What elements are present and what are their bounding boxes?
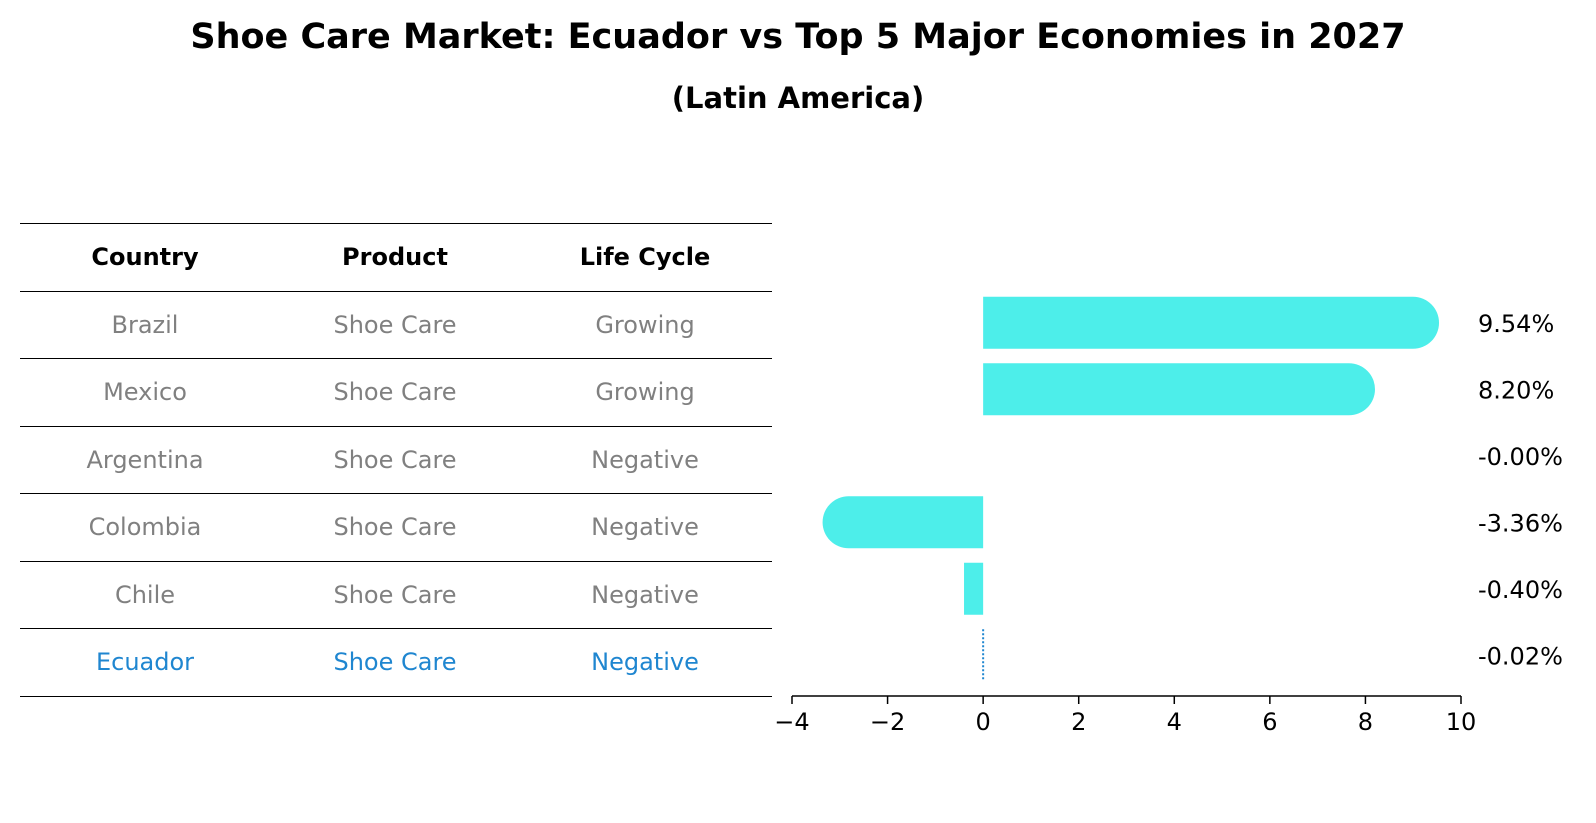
x-tick-label: 6 (1262, 708, 1277, 736)
cell-product: Shoe Care (333, 513, 457, 541)
cell-product: Shoe Care (333, 310, 457, 339)
table-row: Argentina Shoe Care Negative (20, 425, 772, 494)
bar-colombia (822, 496, 984, 549)
value-label-chile: -0.40% (1478, 576, 1563, 604)
value-label-mexico: 8.20% (1478, 376, 1554, 404)
chart-title: Shoe Care Market: Ecuador vs Top 5 Major… (190, 17, 1406, 57)
cell-country: Chile (114, 580, 176, 609)
table-header-row: Country Product Life Cycle (20, 223, 772, 291)
header-life-cycle: Life Cycle (579, 243, 711, 271)
bar-mexico (983, 363, 1375, 416)
bar-brazil (983, 296, 1440, 349)
value-label-argentina: -0.00% (1478, 443, 1563, 471)
bar-chile (964, 562, 984, 615)
x-tick-label: 2 (1071, 708, 1086, 736)
x-tick-label: 8 (1358, 708, 1373, 736)
table-row: Colombia Shoe Care Negative (20, 493, 772, 561)
chart-subtitle: (Latin America) (671, 81, 925, 115)
cell-country: Colombia (88, 513, 202, 541)
table-row: Mexico Shoe Care Growing (20, 358, 772, 426)
header-country: Country (91, 243, 199, 271)
cell-product: Shoe Care (333, 648, 457, 676)
cell-product: Shoe Care (333, 445, 457, 474)
x-tick-label: 4 (1167, 708, 1182, 736)
x-tick-label: −2 (870, 708, 905, 736)
cell-life-cycle: Negative (591, 513, 699, 541)
cell-country: Mexico (103, 378, 187, 406)
cell-country: Brazil (111, 310, 179, 339)
cell-life-cycle: Negative (591, 445, 699, 474)
table-row: Brazil Shoe Care Growing (20, 290, 772, 359)
cell-product: Shoe Care (333, 580, 457, 609)
cell-life-cycle: Negative (591, 648, 699, 676)
value-label-colombia: -3.36% (1478, 509, 1563, 537)
value-label-brazil: 9.54% (1478, 310, 1554, 338)
cell-life-cycle: Growing (595, 378, 695, 406)
table-row: Chile Shoe Care Negative (20, 560, 772, 629)
cell-life-cycle: Negative (591, 580, 699, 609)
table-row-highlighted: Ecuador Shoe Care Negative (20, 628, 772, 697)
cell-country: Argentina (86, 445, 204, 474)
cell-country: Ecuador (95, 648, 195, 676)
cell-product: Shoe Care (333, 378, 457, 406)
x-tick-label: 10 (1446, 708, 1477, 736)
value-label-ecuador: -0.02% (1478, 642, 1563, 670)
cell-life-cycle: Growing (595, 310, 695, 339)
x-tick-label: 0 (976, 708, 991, 736)
data-table: Country Product Life Cycle Brazil Shoe C… (20, 223, 772, 697)
x-tick-label: −4 (774, 708, 809, 736)
header-product: Product (342, 243, 448, 271)
